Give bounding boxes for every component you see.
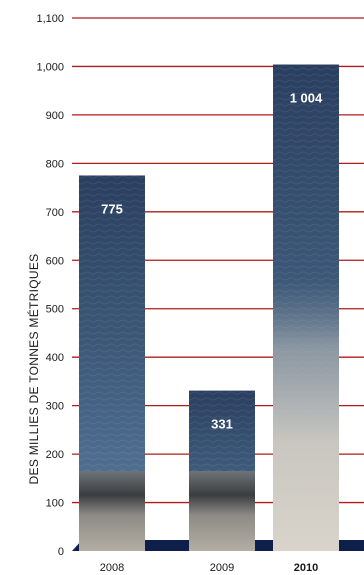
y-tick-label: 100 (46, 498, 64, 510)
y-tick-label: 1,000 (36, 61, 64, 73)
y-tick-label: 500 (46, 304, 64, 316)
x-tick-label: 2010 (294, 562, 318, 574)
y-tick-label: 700 (46, 207, 64, 219)
bar-value-label: 1 004 (290, 91, 323, 106)
y-tick-label: 600 (46, 255, 64, 267)
bar-foam (273, 280, 339, 551)
bar-value-label: 775 (101, 201, 123, 216)
bar: 331 (189, 391, 255, 551)
bar-rock-base (189, 471, 255, 551)
y-tick-label: 800 (46, 158, 64, 170)
y-axis-label: DES MILLIES DE TONNES MÉTRIQUES (26, 254, 41, 485)
y-tick-label: 300 (46, 401, 64, 413)
bars: 775 331 1 004 (79, 65, 339, 551)
bar-value-label: 331 (211, 417, 233, 432)
bar-rock-base (79, 471, 145, 551)
x-tick-label: 2008 (100, 562, 124, 574)
bar: 1 004 (273, 65, 339, 551)
y-tick-label: 900 (46, 110, 64, 122)
x-tick-label: 2009 (210, 562, 234, 574)
y-tick-label: 1,100 (36, 13, 64, 25)
bar: 775 (79, 175, 145, 551)
x-tick-labels: 2008 2009 2010 (100, 562, 318, 574)
y-tick-label: 200 (46, 449, 64, 461)
y-tick-label: 0 (58, 546, 64, 558)
y-tick-label: 400 (46, 352, 64, 364)
